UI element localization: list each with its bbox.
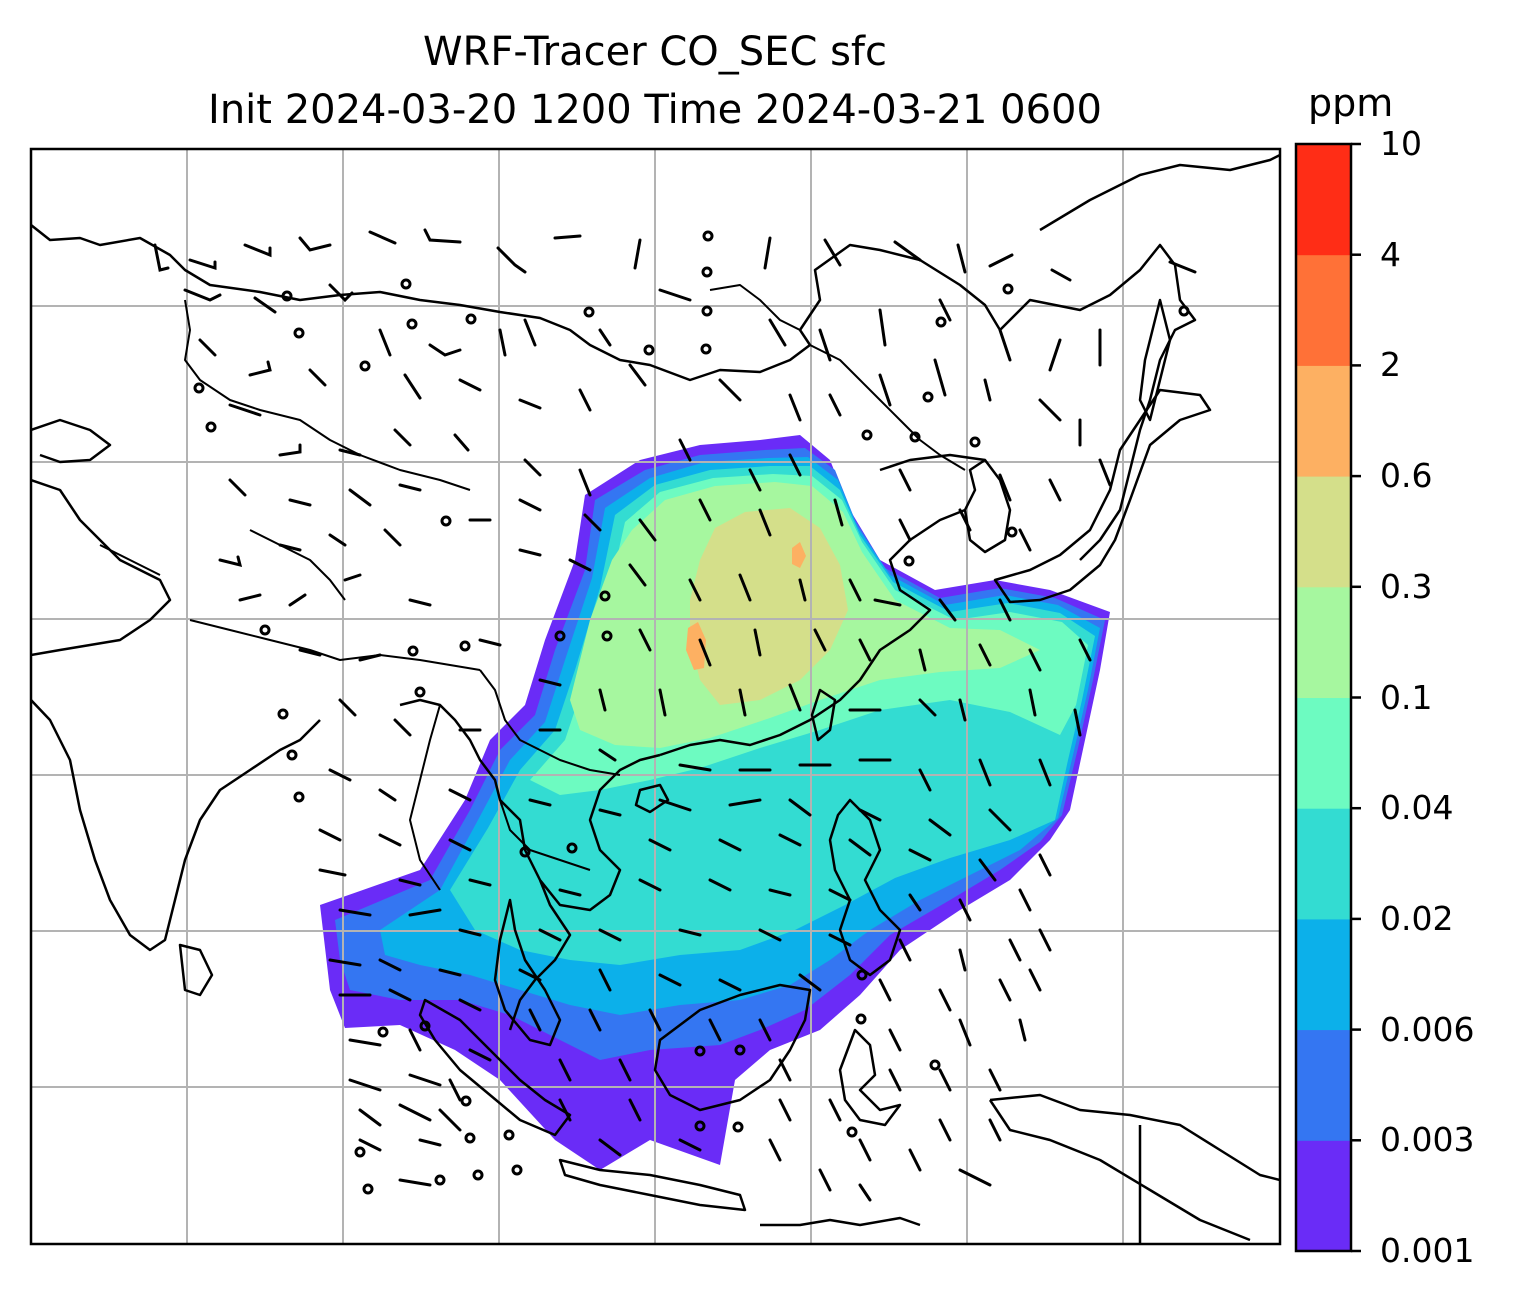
colorbar-segment-8 [1296, 254, 1351, 366]
japan-coast [993, 388, 1212, 604]
colorbar-segment-2 [1296, 918, 1351, 1031]
colorbar-segment-4 [1296, 697, 1351, 809]
new-guinea-island [988, 1093, 1280, 1242]
colorbar-tick-label: 0.6 [1380, 456, 1433, 496]
coastlines [31, 153, 1280, 1244]
malay-peninsula [493, 898, 562, 1047]
calm-wind-markers [193, 230, 1190, 1195]
colorbar-segment-6 [1296, 476, 1351, 588]
india-coast [31, 699, 321, 952]
okhotsk-coast [1039, 153, 1280, 232]
colorbar-tick-label: 0.006 [1380, 1009, 1475, 1049]
sulawesi-island [838, 1028, 902, 1127]
sakhalin-island [1138, 298, 1172, 422]
philippines-islands [828, 798, 902, 977]
colorbar-tick-label: 10 [1380, 124, 1422, 163]
indochina-coast [399, 698, 661, 1031]
colorbar-tick-label: 0.001 [1380, 1231, 1475, 1270]
colorbar-segment-3 [1296, 808, 1351, 920]
borneo-island [653, 983, 812, 1112]
colorbar-unit-label: ppm [1308, 81, 1394, 125]
west-coast [31, 418, 112, 464]
taiwan-island [810, 688, 837, 742]
colorbar-segment-0 [1296, 1140, 1351, 1252]
colorbar-segment-1 [1296, 1029, 1351, 1141]
colorbar-tick-label: 0.003 [1380, 1120, 1475, 1160]
map-title-line-1: WRF-Tracer CO_SEC sfc [422, 29, 888, 75]
colorbar-segment-9 [1296, 144, 1351, 256]
tracer-band-0.3 [690, 508, 848, 705]
china-east-coast [659, 453, 986, 757]
colorbar-tick-label: 4 [1380, 234, 1401, 274]
tracer-band-0.6b [792, 542, 806, 568]
wind-barbs [153, 228, 1197, 1202]
colorbar-tick-label: 2 [1380, 345, 1401, 385]
map-area [31, 149, 1280, 1244]
caspian-coast [31, 478, 172, 657]
tracer-field [320, 435, 1110, 1170]
colorbar-tick-label: 0.1 [1380, 677, 1433, 717]
map-frame [29, 147, 1282, 1246]
hainan-island [634, 783, 670, 814]
colorbar [1294, 142, 1361, 1253]
map-title-line-2: Init 2024-03-20 1200 Time 2024-03-21 060… [208, 87, 1102, 133]
sri-lanka-island [178, 943, 214, 997]
north-border-line [31, 224, 1197, 561]
tracer-band-0.6a [686, 622, 706, 670]
sumatra-island [418, 998, 572, 1137]
korea-coast [963, 458, 1012, 554]
colorbar-segment-5 [1296, 586, 1351, 698]
java-island [558, 1158, 747, 1212]
colorbar-segment-7 [1296, 365, 1351, 477]
colorbar-tick-label: 0.3 [1380, 566, 1433, 606]
lesser-sunda-islands [760, 1216, 921, 1227]
colorbar-tick-label: 0.04 [1380, 788, 1454, 828]
colorbar-tick-label: 0.02 [1380, 898, 1454, 938]
